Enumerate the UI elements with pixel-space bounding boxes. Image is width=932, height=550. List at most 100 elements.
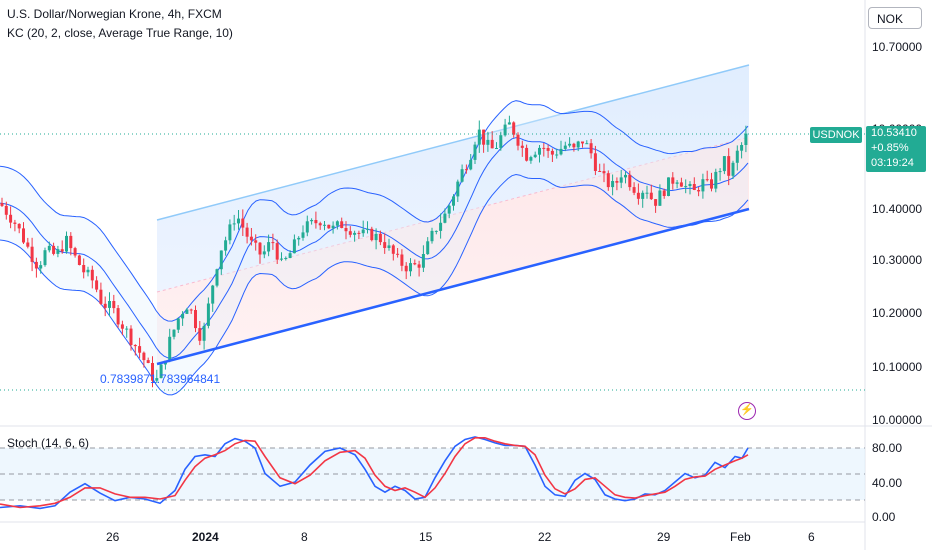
price-tick: 10.30000 [872,253,922,267]
candle-body [116,308,120,325]
candle-body [43,250,47,266]
candle-body [56,249,60,254]
candle-body [649,192,653,200]
candle-body [189,309,193,311]
candle-body [172,329,176,337]
time-tick: 15 [419,530,433,544]
keltner-middle [0,137,749,359]
candle-body [34,261,38,269]
candle-body [77,255,81,265]
candle-body [284,258,288,259]
channel-upper-fill [157,65,749,292]
candle-body [477,129,481,145]
candle-body [507,122,511,125]
candle-body [391,245,395,254]
candle-body [421,254,425,268]
candle-body [271,242,275,244]
candle-body [439,222,443,231]
candle-body [138,346,142,353]
bar-countdown: 03:19:24 [871,157,914,169]
time-axis[interactable]: 26 2024 8 15 22 29 Feb 6 [106,530,815,544]
candle-body [697,190,701,192]
candle-body [228,224,232,241]
candle-body [671,177,675,184]
candle-body [714,171,718,189]
lightning-icon[interactable]: ⚡ [738,402,756,420]
candle-body [108,301,111,308]
candle-body [331,225,335,229]
candle-body [254,240,258,243]
channel-top-line [156,64,750,221]
candle-body [658,190,662,206]
candle-body [159,364,163,379]
candle-body [366,228,369,230]
candle-body [288,253,292,258]
candle-body [426,241,430,255]
candle-body [624,174,627,178]
candle-body [542,147,546,149]
candle-body [740,145,744,151]
candle-body [47,245,51,251]
candle-body [469,159,473,170]
price-tick: 10.10000 [872,360,922,374]
candle-body [585,143,589,145]
candle-body [237,218,240,224]
candle-body [559,148,563,155]
candle-body [224,240,228,251]
candle-body [348,231,352,235]
trend-line[interactable] [156,207,750,366]
candle-body [396,253,400,255]
candle-body [499,135,503,148]
price-axis[interactable]: 10.70000 10.60000 10.40000 10.30000 10.2… [872,40,922,427]
candle-body [82,265,86,273]
candle-body [572,143,576,148]
candle-body [718,171,722,173]
chart-title: U.S. Dollar/Norwegian Krone, 4h, FXCM [7,7,222,21]
candle-body [662,190,666,196]
candle-body [142,352,146,361]
candle-body [473,144,477,160]
time-tick: 29 [657,530,671,544]
candle-body [731,162,735,176]
candle-body [430,230,434,242]
candle-body [516,134,520,146]
candle-body [520,145,524,148]
candle-body [589,143,593,154]
candle-body [464,169,468,171]
stoch-tick: 80.00 [872,441,902,455]
regression-channel [156,64,750,364]
candle-body [133,345,137,347]
candle-body [636,192,640,199]
candle-body [194,310,197,329]
candle-body [9,214,13,223]
candle-body [400,254,404,266]
candle-body [215,269,219,286]
fib-label: 0.7839871.783964841 [100,372,221,386]
candle-body [460,169,464,182]
candle-body [727,156,731,176]
indicator-legend-kc[interactable]: KC (20, 2, close, Average True Range, 10… [7,26,233,40]
candle-body [641,192,645,199]
candle-body [593,153,597,171]
price-tick: 10.70000 [872,40,922,54]
candle-body [486,139,490,145]
candle-body [327,224,331,229]
current-price: 10.53410 [871,127,917,139]
currency-button[interactable]: NOK [868,7,922,29]
candle-body [383,242,387,248]
keltner-lower [0,173,749,396]
candle-body [129,328,133,345]
candle-body [452,196,455,206]
indicator-legend-stoch[interactable]: Stoch (14, 6, 6) [7,436,90,450]
time-tick: 22 [538,530,552,544]
candle-body [654,199,658,206]
candle-body [413,263,417,265]
candle-body [323,224,326,226]
candle-body [529,157,533,161]
candle-body [176,318,180,330]
candle-body [219,250,223,270]
candle-body [679,182,683,187]
candle-body [404,265,408,272]
candle-body [39,265,43,269]
